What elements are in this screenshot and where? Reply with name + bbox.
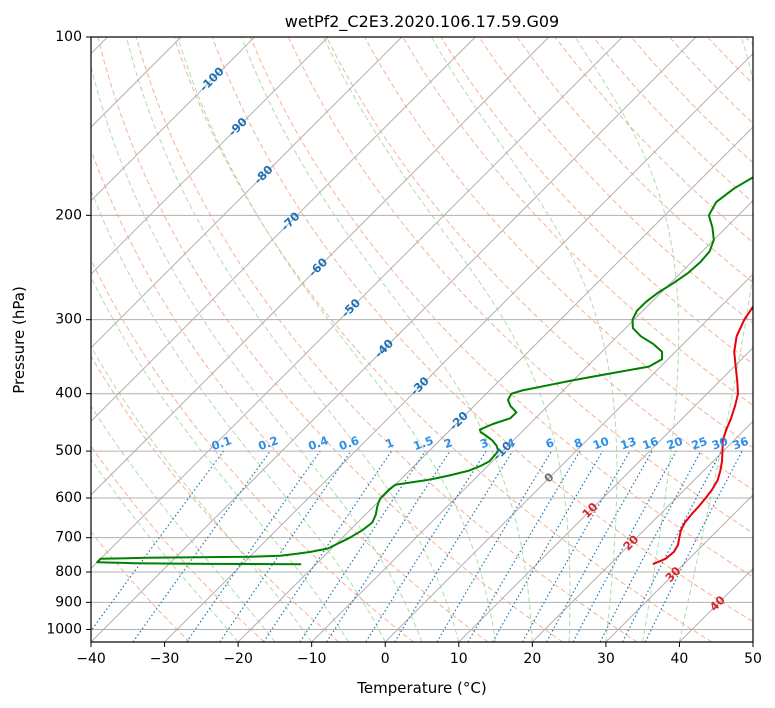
x-tick-label: −40 bbox=[76, 651, 106, 667]
y-tick-label: 700 bbox=[55, 530, 82, 546]
isotherm-line bbox=[458, 347, 753, 642]
mixing-ratio-line bbox=[546, 450, 653, 642]
dry-adiabat-line bbox=[478, 37, 753, 324]
y-tick-label: 500 bbox=[55, 443, 82, 459]
mixing-ratio-label: 0.1 bbox=[209, 433, 233, 453]
dry-adiabat-line bbox=[211, 37, 753, 623]
moist-adiabat-line bbox=[177, 37, 497, 642]
moist-adiabat-line bbox=[91, 405, 276, 642]
y-axis-title: Pressure (hPa) bbox=[10, 286, 28, 394]
mixing-ratio-lines bbox=[91, 450, 743, 642]
x-tick-label: 50 bbox=[744, 651, 762, 667]
x-axis-title: Temperature (°C) bbox=[356, 679, 486, 697]
data-series bbox=[96, 176, 753, 566]
mixing-ratio-label: 30 bbox=[710, 434, 730, 453]
mixing-ratio-line bbox=[132, 450, 271, 642]
skewed-isotherms bbox=[91, 37, 753, 642]
mixing-ratio-line bbox=[644, 450, 743, 642]
y-tick-label: 600 bbox=[55, 490, 82, 506]
dry-adiabat-line bbox=[91, 531, 191, 642]
isotherm-line bbox=[91, 37, 403, 349]
y-axis: 100 200 300 400 500 600 700 800 900 1000 bbox=[46, 29, 91, 637]
isotherm-line bbox=[91, 37, 476, 423]
moist-adiabat-line bbox=[323, 37, 571, 642]
isotherm-line bbox=[164, 52, 753, 642]
moist-adiabat-line bbox=[241, 37, 533, 642]
isotherm-line bbox=[605, 494, 753, 642]
isotherm-line bbox=[91, 37, 550, 496]
mixing-ratio-line bbox=[299, 450, 426, 642]
mixing-ratio-label: 10 bbox=[591, 434, 611, 453]
isotherm-line bbox=[531, 420, 753, 642]
pressure-gridlines bbox=[91, 37, 753, 630]
isotherm-line bbox=[384, 273, 753, 642]
plot-frame bbox=[90, 36, 754, 643]
temperature-profile bbox=[652, 304, 753, 566]
chart-title: wetPf2_C2E3.2020.106.17.59.G09 bbox=[285, 12, 559, 32]
x-tick-label: 10 bbox=[450, 651, 468, 667]
mixing-ratio-label: 20 bbox=[665, 434, 685, 453]
y-tick-label: 300 bbox=[55, 312, 82, 328]
moist-adiabat-line bbox=[430, 37, 618, 642]
moist-adiabat-line bbox=[91, 275, 349, 642]
moist-adiabat-line bbox=[91, 188, 386, 642]
mixing-ratio-label: 0.2 bbox=[256, 433, 280, 453]
mixing-ratio-label: 16 bbox=[640, 434, 660, 453]
mixing-ratio-line bbox=[219, 450, 352, 642]
dry-adiabats bbox=[91, 37, 753, 642]
x-tick-label: −20 bbox=[223, 651, 253, 667]
mixing-ratio-label: 13 bbox=[618, 434, 638, 453]
moist-adiabat-line bbox=[91, 458, 239, 642]
dry-adiabat-line bbox=[402, 37, 753, 407]
dry-adiabat-line bbox=[326, 37, 753, 491]
x-axis: −40 −30 −20 −10 0 10 20 30 40 50 bbox=[76, 642, 762, 667]
dry-adiabat-line bbox=[135, 37, 638, 642]
x-tick-label: 30 bbox=[597, 651, 615, 667]
y-tick-label: 1000 bbox=[46, 621, 82, 637]
isotherm-line bbox=[91, 37, 329, 275]
dry-adiabat-line bbox=[516, 37, 753, 284]
y-tick-label: 400 bbox=[55, 386, 82, 402]
x-tick-label: −30 bbox=[150, 651, 180, 667]
dry-adiabat-line bbox=[91, 445, 265, 642]
mixing-ratio-label: 36 bbox=[731, 434, 751, 453]
dry-adiabat-line bbox=[91, 148, 489, 642]
isotherm-line bbox=[91, 37, 697, 642]
mixing-ratio-line bbox=[262, 450, 392, 642]
moist-adiabat-line bbox=[126, 37, 460, 642]
y-tick-label: 100 bbox=[55, 29, 82, 45]
moist-adiabat-line bbox=[91, 64, 423, 642]
dry-adiabat-line bbox=[97, 37, 563, 642]
y-tick-label: 200 bbox=[55, 207, 82, 223]
mixing-ratio-line bbox=[394, 450, 514, 642]
isotherm-line bbox=[91, 37, 623, 570]
y-tick-label: 800 bbox=[55, 564, 82, 580]
plot-area bbox=[91, 37, 753, 642]
dry-adiabat-line bbox=[249, 37, 753, 578]
isotherm-line bbox=[91, 37, 256, 202]
mixing-ratio-label: 1.5 bbox=[411, 433, 435, 453]
x-tick-label: −10 bbox=[297, 651, 327, 667]
dry-adiabat-line bbox=[91, 355, 340, 642]
x-tick-label: 0 bbox=[381, 651, 390, 667]
mixing-ratio-line bbox=[521, 450, 631, 642]
isotherm-line bbox=[237, 126, 753, 642]
mixing-ratio-line bbox=[326, 450, 451, 642]
isotherm-line bbox=[311, 199, 753, 642]
mixing-ratio-label: 0.4 bbox=[306, 433, 330, 453]
mixing-ratio-line bbox=[186, 450, 321, 642]
mixing-ratio-line bbox=[572, 450, 677, 642]
mixing-ratio-label: 0.6 bbox=[337, 433, 361, 453]
x-tick-label: 40 bbox=[671, 651, 689, 667]
moist-adiabat-line bbox=[678, 37, 753, 642]
moist-adiabats bbox=[91, 37, 753, 642]
dewpoint-profile bbox=[96, 176, 753, 566]
x-tick-label: 20 bbox=[523, 651, 541, 667]
y-tick-label: 900 bbox=[55, 594, 82, 610]
mixing-ratio-label: 25 bbox=[689, 434, 709, 453]
